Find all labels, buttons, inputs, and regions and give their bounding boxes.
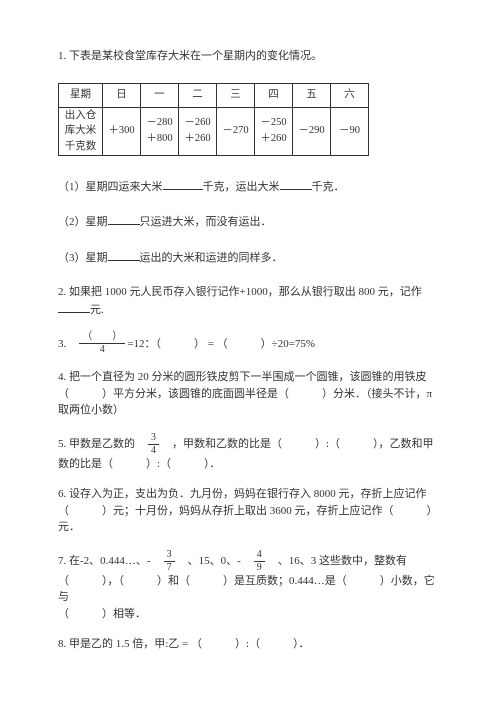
fraction: 37 bbox=[164, 550, 175, 573]
cell-sun: ＋300 bbox=[103, 107, 141, 155]
blank bbox=[163, 178, 203, 190]
day-sat: 六 bbox=[331, 83, 369, 107]
header-label: 星期 bbox=[59, 83, 103, 107]
fraction: 49 bbox=[254, 550, 265, 573]
row-label: 出入仓 库大米 千克数 bbox=[59, 107, 103, 155]
fraction: 34 bbox=[148, 433, 159, 456]
row-label-l1: 出入仓 bbox=[59, 108, 102, 124]
day-fri: 五 bbox=[293, 83, 331, 107]
blank bbox=[108, 213, 140, 225]
q1-sub2: （2）星期只运进大米，而没有运出． bbox=[58, 213, 442, 231]
cell-mon: －280＋800 bbox=[141, 107, 179, 155]
day-mon: 一 bbox=[141, 83, 179, 107]
q1-intro: 1. 下表是某校食堂库存大米在一个星期内的变化情况。 bbox=[58, 48, 442, 65]
q3: 3. （ ） 4 =12：（ ） = （ ）÷20=75% bbox=[58, 332, 442, 355]
day-tue: 二 bbox=[179, 83, 217, 107]
rice-table: 星期 日 一 二 三 四 五 六 出入仓 库大米 千克数 ＋300 －280＋8… bbox=[58, 83, 369, 156]
table-data-row: 出入仓 库大米 千克数 ＋300 －280＋800 －260＋260 －270 … bbox=[59, 107, 369, 155]
q6: 6. 设存入为正，支出为负．九月份，妈妈在银行存入 8000 元，存折上应记作 … bbox=[58, 486, 442, 536]
q1-sub3: （3）星期运出的大米和运进的同样多． bbox=[58, 249, 442, 267]
table-header-row: 星期 日 一 二 三 四 五 六 bbox=[59, 83, 369, 107]
blank bbox=[58, 301, 90, 313]
cell-tue: －260＋260 bbox=[179, 107, 217, 155]
q7: 7. 在-2、0.444…、- 37 、15、0、- 49 、16、3 这些数中… bbox=[58, 550, 442, 623]
cell-fri: －290 bbox=[293, 107, 331, 155]
cell-thu: －250＋260 bbox=[255, 107, 293, 155]
q8: 8. 甲是乙的 1.5 倍，甲:乙 = （ ）:（ ）． bbox=[58, 636, 442, 653]
q4: 4. 把一个直径为 20 分米的圆形铁皮剪下一半围成一个圆锥，该圆锥的用铁皮 （… bbox=[58, 369, 442, 419]
cell-wed: －270 bbox=[217, 107, 255, 155]
q5: 5. 甲数是乙数的 34 ，甲数和乙数的比是（ ）:（ ），乙数和甲 数的比是（… bbox=[58, 433, 442, 473]
q2: 2. 如果把 1000 元人民币存入银行记作+1000，那么从银行取出 800 … bbox=[58, 284, 442, 318]
day-thu: 四 bbox=[255, 83, 293, 107]
blank bbox=[108, 249, 140, 261]
q1-sub1: （1）星期四运来大米千克，运出大米千克． bbox=[58, 178, 442, 196]
day-wed: 三 bbox=[217, 83, 255, 107]
row-label-l3: 千克数 bbox=[59, 139, 102, 155]
cell-sat: －90 bbox=[331, 107, 369, 155]
blank bbox=[280, 178, 312, 190]
fraction: （ ） 4 bbox=[79, 332, 125, 355]
row-label-l2: 库大米 bbox=[59, 123, 102, 139]
day-sun: 日 bbox=[103, 83, 141, 107]
